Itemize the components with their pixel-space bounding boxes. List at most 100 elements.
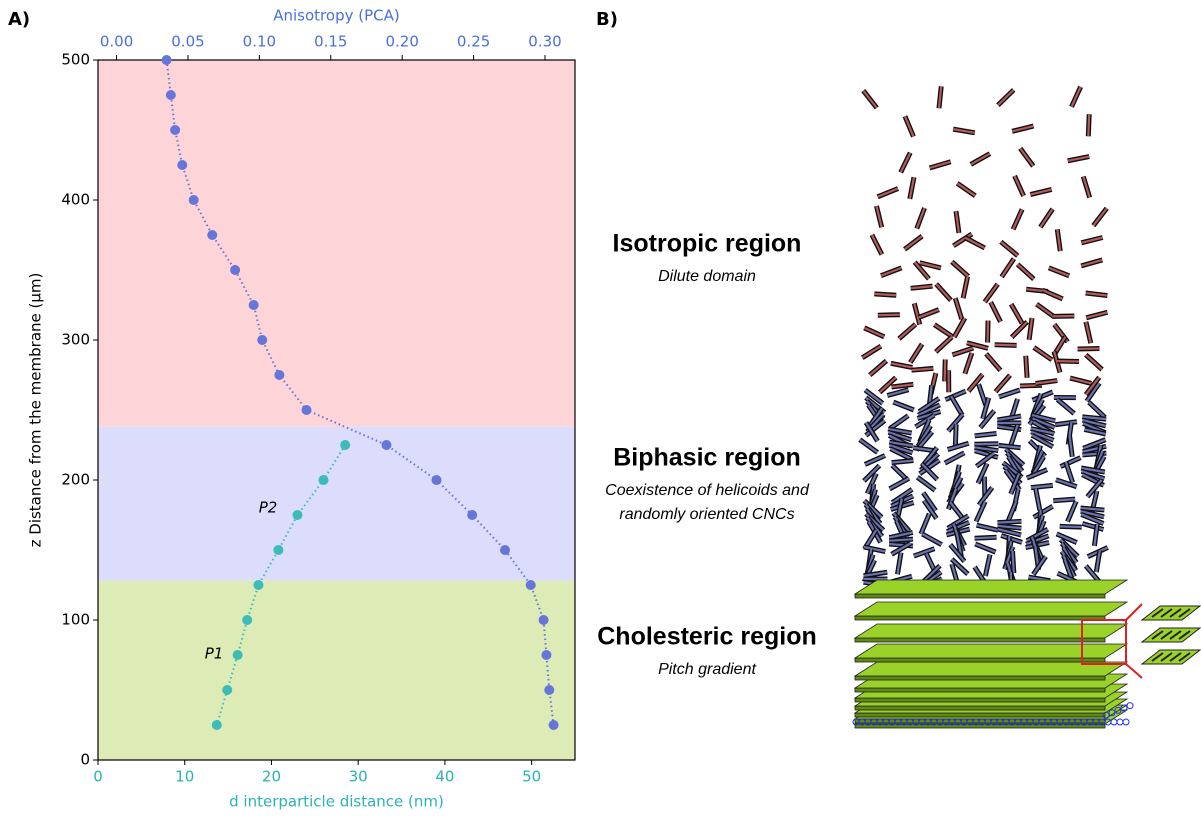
rod bbox=[946, 521, 970, 533]
data-point bbox=[248, 300, 259, 310]
data-point bbox=[222, 685, 233, 695]
data-point bbox=[207, 230, 218, 240]
rod bbox=[1016, 263, 1035, 280]
rod bbox=[1025, 534, 1049, 546]
data-point bbox=[318, 475, 329, 485]
rod bbox=[889, 444, 913, 454]
plate bbox=[853, 643, 1129, 659]
rod bbox=[983, 283, 999, 303]
rod bbox=[898, 323, 917, 340]
rod bbox=[865, 419, 886, 437]
panel-label: A) bbox=[8, 9, 30, 30]
rod bbox=[1060, 456, 1081, 468]
rod bbox=[962, 276, 969, 299]
rod bbox=[1006, 500, 1018, 523]
plate bbox=[853, 601, 1129, 617]
rod bbox=[934, 336, 953, 353]
rod bbox=[953, 317, 966, 338]
rod bbox=[944, 451, 965, 465]
rod bbox=[880, 266, 902, 277]
rod bbox=[947, 442, 970, 451]
rod bbox=[915, 207, 926, 229]
y-tick-label: 200 bbox=[61, 471, 90, 489]
annotation: P1 bbox=[205, 645, 224, 663]
data-point bbox=[538, 615, 549, 625]
plate-edge bbox=[854, 637, 1106, 643]
rod bbox=[875, 205, 883, 228]
rod bbox=[997, 89, 1015, 106]
x-tick-label: 50 bbox=[522, 768, 541, 786]
rod bbox=[891, 488, 913, 504]
inset-rod bbox=[1169, 652, 1182, 662]
rod bbox=[1033, 505, 1054, 519]
x-tick-label: 30 bbox=[349, 768, 368, 786]
data-point bbox=[381, 440, 392, 450]
x2-tick-label: 0.00 bbox=[100, 33, 133, 51]
rod bbox=[997, 520, 1022, 524]
x2-tick-label: 0.05 bbox=[171, 33, 204, 51]
inset-rod bbox=[1178, 630, 1191, 640]
rod bbox=[950, 558, 969, 575]
rod bbox=[889, 538, 914, 542]
substrate-bead bbox=[1120, 704, 1128, 712]
region-title: Biphasic region bbox=[613, 444, 801, 472]
inset-rod bbox=[1160, 630, 1173, 640]
plate-edge bbox=[854, 712, 1106, 718]
region-subtitle: randomly oriented CNCs bbox=[619, 506, 794, 523]
rod bbox=[970, 152, 991, 166]
rod bbox=[889, 447, 913, 461]
data-point bbox=[301, 405, 312, 415]
substrate-bead bbox=[1122, 718, 1130, 726]
rod bbox=[1030, 430, 1055, 442]
y-axis-label: z Distance from the membrane (µm) bbox=[27, 273, 45, 548]
substrate-bead bbox=[1126, 702, 1134, 710]
rod bbox=[863, 571, 888, 577]
data-point bbox=[232, 650, 243, 660]
rod bbox=[997, 414, 1022, 422]
rod bbox=[913, 303, 921, 325]
rod bbox=[954, 424, 958, 447]
rod bbox=[1088, 401, 1106, 419]
data-point bbox=[467, 510, 478, 520]
rod bbox=[935, 283, 952, 302]
rod bbox=[1081, 470, 1105, 480]
rod bbox=[1092, 207, 1108, 227]
x-tick-label: 0 bbox=[93, 768, 103, 786]
data-point bbox=[170, 125, 181, 135]
rod bbox=[1030, 427, 1055, 435]
rod bbox=[975, 452, 995, 468]
rod bbox=[974, 442, 999, 446]
inset-rod bbox=[1151, 652, 1164, 662]
rod bbox=[864, 389, 884, 405]
rod bbox=[933, 323, 954, 338]
data-point bbox=[177, 160, 188, 170]
rod bbox=[890, 362, 913, 369]
rod bbox=[967, 373, 984, 392]
rod bbox=[1019, 147, 1035, 167]
rod bbox=[1030, 188, 1052, 196]
rod bbox=[1006, 452, 1024, 472]
rod bbox=[1035, 379, 1058, 385]
rod bbox=[984, 554, 992, 577]
rod bbox=[1085, 353, 1103, 371]
data-point bbox=[274, 370, 285, 380]
rod bbox=[1012, 208, 1024, 230]
rod bbox=[1093, 524, 1099, 547]
rod bbox=[917, 410, 941, 420]
rod bbox=[913, 261, 930, 280]
rod bbox=[1000, 240, 1019, 257]
rod bbox=[1082, 415, 1107, 421]
inset-plate bbox=[1140, 649, 1201, 665]
rod bbox=[944, 390, 967, 401]
rod bbox=[861, 345, 882, 359]
inset-rod bbox=[1151, 608, 1164, 618]
rod bbox=[917, 308, 940, 319]
rod bbox=[937, 86, 943, 109]
rod bbox=[964, 236, 986, 249]
rod bbox=[864, 454, 886, 466]
rod bbox=[1010, 303, 1023, 324]
rod bbox=[1080, 466, 1106, 474]
panel-label: B) bbox=[596, 9, 618, 30]
rod bbox=[887, 427, 912, 435]
rod bbox=[952, 346, 974, 356]
